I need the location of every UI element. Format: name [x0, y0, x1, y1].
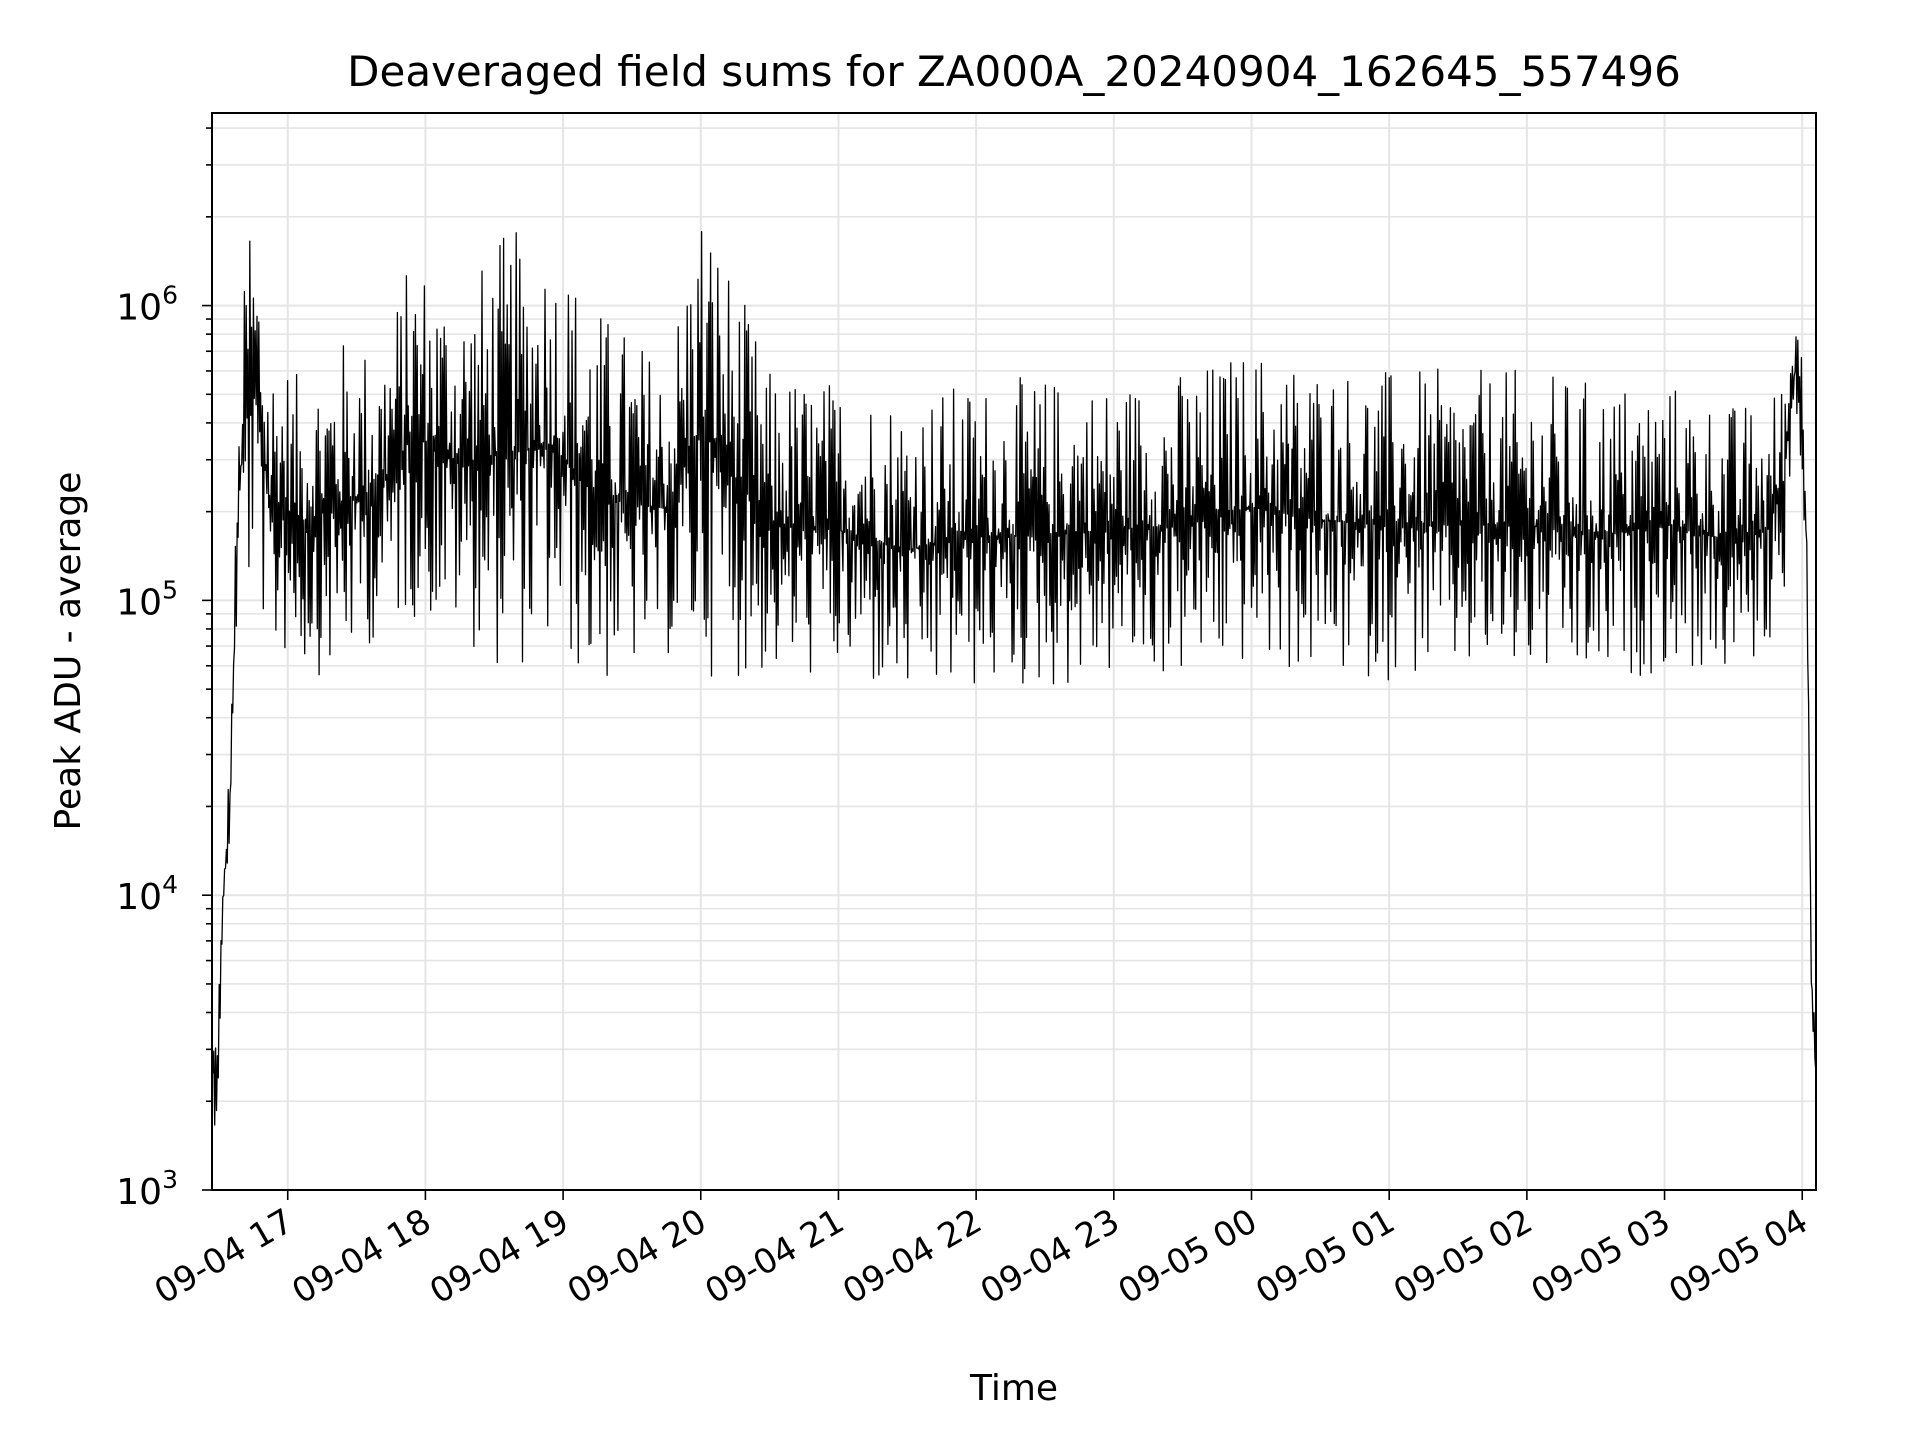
y-tick-exponent: 3	[162, 1165, 178, 1194]
x-axis-label: Time	[969, 1368, 1058, 1409]
y-tick-base: 10	[116, 582, 162, 623]
y-tick-base: 10	[116, 1172, 162, 1213]
y-tick-exponent: 6	[162, 281, 178, 310]
y-tick-exponent: 5	[162, 575, 178, 604]
y-tick-exponent: 4	[162, 870, 178, 899]
series-line	[211, 230, 1817, 1126]
y-tick-base: 10	[116, 288, 162, 329]
y-tick-label: 106	[116, 281, 178, 329]
y-tick-label: 105	[116, 575, 178, 623]
y-tick-base: 10	[116, 877, 162, 918]
y-axis-label: Peak ADU - average	[48, 472, 89, 831]
plot-frame	[211, 112, 1817, 1191]
chart-title: Deaveraged field sums for ZA000A_2024090…	[347, 47, 1681, 96]
data-trace	[211, 230, 1817, 1126]
y-tick-label: 103	[116, 1165, 178, 1213]
y-tick-label: 104	[116, 870, 178, 918]
